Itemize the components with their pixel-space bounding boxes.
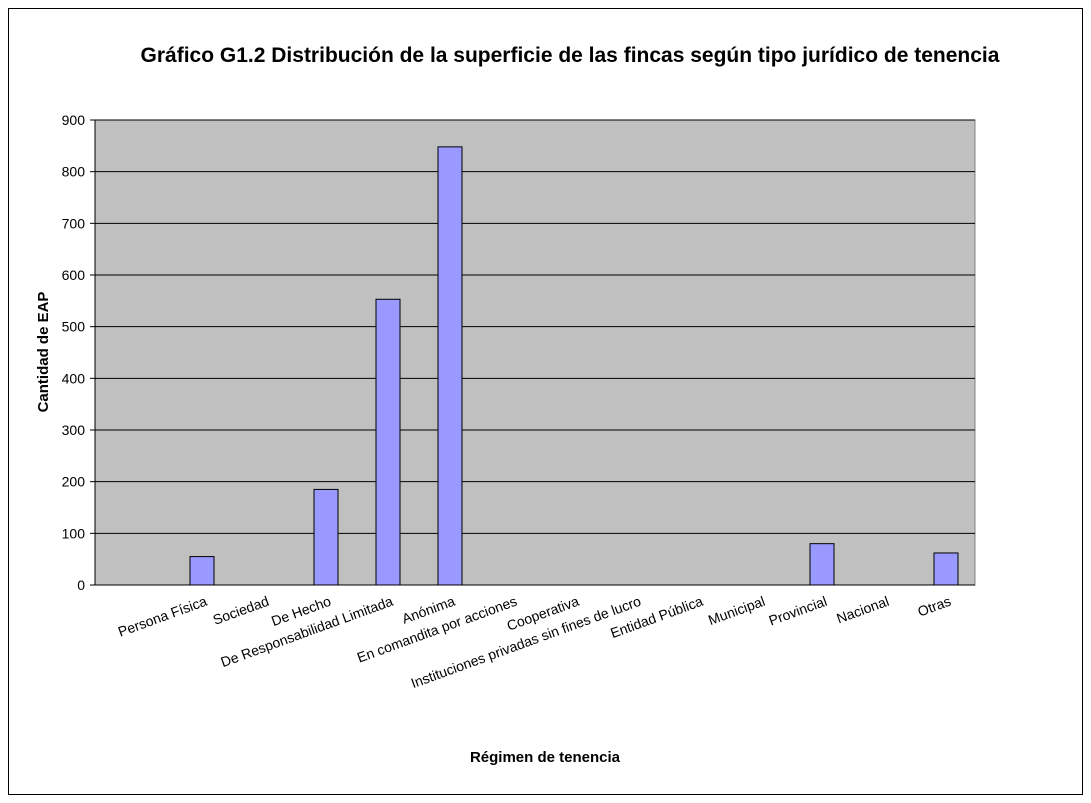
bar <box>375 298 401 586</box>
y-tick-label: 400 <box>62 370 86 386</box>
bar <box>189 556 215 586</box>
x-axis-label: Régimen de tenencia <box>470 749 621 766</box>
y-tick-label: 900 <box>62 112 86 128</box>
plot-area <box>94 119 976 586</box>
y-tick-label: 0 <box>77 577 85 593</box>
y-tick-label: 700 <box>62 215 86 231</box>
bar <box>933 552 959 586</box>
chart-title: Gráfico G1.2 Distribución de la superfic… <box>140 44 1000 67</box>
bar <box>809 543 835 586</box>
y-tick-label: 100 <box>62 525 86 541</box>
y-tick-label: 600 <box>62 267 86 283</box>
bar <box>437 146 463 586</box>
y-tick-label: 300 <box>62 422 86 438</box>
y-tick-label: 500 <box>62 319 86 335</box>
y-tick-label: 200 <box>62 474 86 490</box>
y-axis-label: Cantidad de EAP <box>35 292 52 413</box>
bar <box>313 488 339 586</box>
y-tick-label: 800 <box>62 164 86 180</box>
